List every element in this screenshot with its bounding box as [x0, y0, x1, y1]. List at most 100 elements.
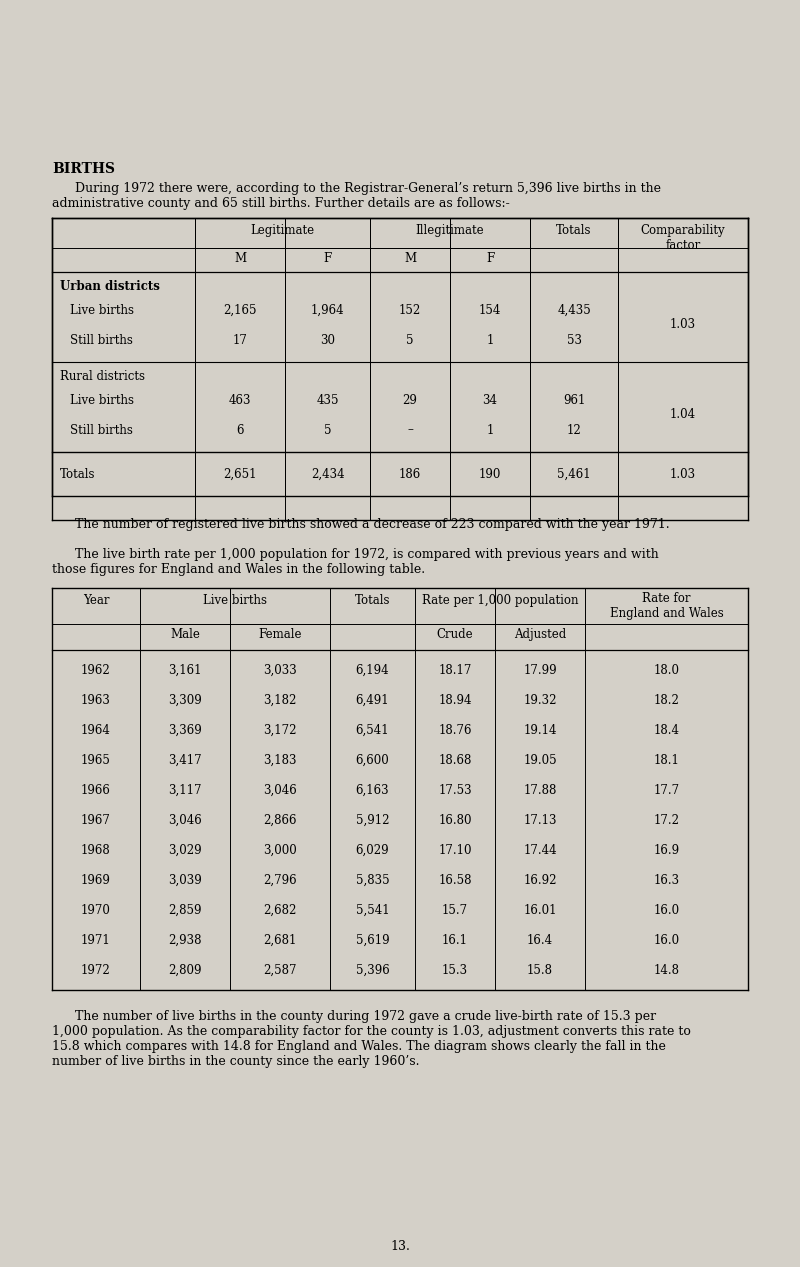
Text: 16.3: 16.3: [654, 873, 679, 887]
Text: 5,396: 5,396: [356, 963, 390, 977]
Text: 16.58: 16.58: [438, 873, 472, 887]
Text: Urban districts: Urban districts: [60, 280, 160, 293]
Text: 17.13: 17.13: [523, 813, 557, 826]
Text: 3,161: 3,161: [168, 664, 202, 677]
Text: 6,029: 6,029: [356, 844, 390, 856]
Text: 17.7: 17.7: [654, 783, 679, 797]
Text: Female: Female: [258, 628, 302, 641]
Text: 2,938: 2,938: [168, 934, 202, 946]
Text: Legitimate: Legitimate: [250, 224, 314, 237]
Text: 18.2: 18.2: [654, 693, 679, 707]
Text: 154: 154: [479, 304, 501, 317]
Text: M: M: [404, 252, 416, 265]
Text: 152: 152: [399, 304, 421, 317]
Text: 18.68: 18.68: [438, 754, 472, 767]
Text: 3,117: 3,117: [168, 783, 202, 797]
Text: 15.7: 15.7: [442, 903, 468, 916]
Text: number of live births in the county since the early 1960’s.: number of live births in the county sinc…: [52, 1055, 419, 1068]
Text: 18.0: 18.0: [654, 664, 679, 677]
Text: 5,541: 5,541: [356, 903, 390, 916]
Text: The number of registered live births showed a decrease of 223 compared with the : The number of registered live births sho…: [75, 518, 670, 531]
Text: 3,039: 3,039: [168, 873, 202, 887]
Text: 3,029: 3,029: [168, 844, 202, 856]
Text: 1968: 1968: [81, 844, 111, 856]
Text: 1.04: 1.04: [670, 408, 696, 422]
Text: 1: 1: [486, 333, 494, 346]
Text: 29: 29: [402, 394, 418, 407]
Text: 30: 30: [320, 333, 335, 346]
Text: 16.01: 16.01: [523, 903, 557, 916]
Text: Totals: Totals: [354, 594, 390, 607]
Text: 1.03: 1.03: [670, 468, 696, 480]
Text: 1: 1: [486, 423, 494, 437]
Text: 2,796: 2,796: [263, 873, 297, 887]
Text: 18.94: 18.94: [438, 693, 472, 707]
Text: 18.1: 18.1: [654, 754, 679, 767]
Text: 5,619: 5,619: [356, 934, 390, 946]
Text: 1,000 population. As the comparability factor for the county is 1.03, adjustment: 1,000 population. As the comparability f…: [52, 1025, 691, 1038]
Text: 2,681: 2,681: [263, 934, 297, 946]
Text: F: F: [323, 252, 332, 265]
Text: 6,163: 6,163: [356, 783, 390, 797]
Text: 17.10: 17.10: [438, 844, 472, 856]
Text: 4,435: 4,435: [557, 304, 591, 317]
Text: 2,587: 2,587: [263, 963, 297, 977]
Text: 17.44: 17.44: [523, 844, 557, 856]
Text: 53: 53: [566, 333, 582, 346]
Text: 5,835: 5,835: [356, 873, 390, 887]
Text: 16.4: 16.4: [527, 934, 553, 946]
Text: 190: 190: [479, 468, 501, 480]
Text: 2,859: 2,859: [168, 903, 202, 916]
Text: 5: 5: [406, 333, 414, 346]
Text: Live births: Live births: [70, 394, 134, 407]
Text: 16.0: 16.0: [654, 903, 679, 916]
Text: 1,964: 1,964: [310, 304, 344, 317]
Text: During 1972 there were, according to the Registrar-General’s return 5,396 live b: During 1972 there were, according to the…: [75, 182, 661, 195]
Text: 17: 17: [233, 333, 247, 346]
Text: 3,309: 3,309: [168, 693, 202, 707]
Text: 17.99: 17.99: [523, 664, 557, 677]
Text: 14.8: 14.8: [654, 963, 679, 977]
Text: 3,172: 3,172: [263, 723, 297, 736]
Text: 1970: 1970: [81, 903, 111, 916]
Text: Crude: Crude: [437, 628, 474, 641]
Text: 186: 186: [399, 468, 421, 480]
Text: 15.8: 15.8: [527, 963, 553, 977]
Text: 1966: 1966: [81, 783, 111, 797]
Text: 15.3: 15.3: [442, 963, 468, 977]
Text: Rural districts: Rural districts: [60, 370, 145, 383]
Text: M: M: [234, 252, 246, 265]
Text: 6: 6: [236, 423, 244, 437]
Text: 435: 435: [316, 394, 338, 407]
Text: 2,682: 2,682: [263, 903, 297, 916]
Text: 3,183: 3,183: [263, 754, 297, 767]
Text: Totals: Totals: [60, 468, 95, 480]
Text: Still births: Still births: [70, 423, 133, 437]
Text: 3,046: 3,046: [168, 813, 202, 826]
Text: 3,046: 3,046: [263, 783, 297, 797]
Text: Year: Year: [82, 594, 110, 607]
Text: 18.17: 18.17: [438, 664, 472, 677]
Text: 1963: 1963: [81, 693, 111, 707]
Text: 2,866: 2,866: [263, 813, 297, 826]
Text: 2,165: 2,165: [223, 304, 257, 317]
Text: 1969: 1969: [81, 873, 111, 887]
Text: Totals: Totals: [556, 224, 592, 237]
Text: 19.14: 19.14: [523, 723, 557, 736]
Text: Still births: Still births: [70, 333, 133, 346]
Text: those figures for England and Wales in the following table.: those figures for England and Wales in t…: [52, 563, 425, 576]
Text: 17.88: 17.88: [523, 783, 557, 797]
Text: 3,417: 3,417: [168, 754, 202, 767]
Text: 5,461: 5,461: [557, 468, 591, 480]
Text: 1971: 1971: [81, 934, 111, 946]
Text: 1964: 1964: [81, 723, 111, 736]
Text: 961: 961: [563, 394, 585, 407]
Text: 1972: 1972: [81, 963, 111, 977]
Text: 16.1: 16.1: [442, 934, 468, 946]
Text: 3,033: 3,033: [263, 664, 297, 677]
Text: Adjusted: Adjusted: [514, 628, 566, 641]
Text: Rate per 1,000 population: Rate per 1,000 population: [422, 594, 578, 607]
Text: –: –: [407, 423, 413, 437]
Text: 1962: 1962: [81, 664, 111, 677]
Text: Male: Male: [170, 628, 200, 641]
